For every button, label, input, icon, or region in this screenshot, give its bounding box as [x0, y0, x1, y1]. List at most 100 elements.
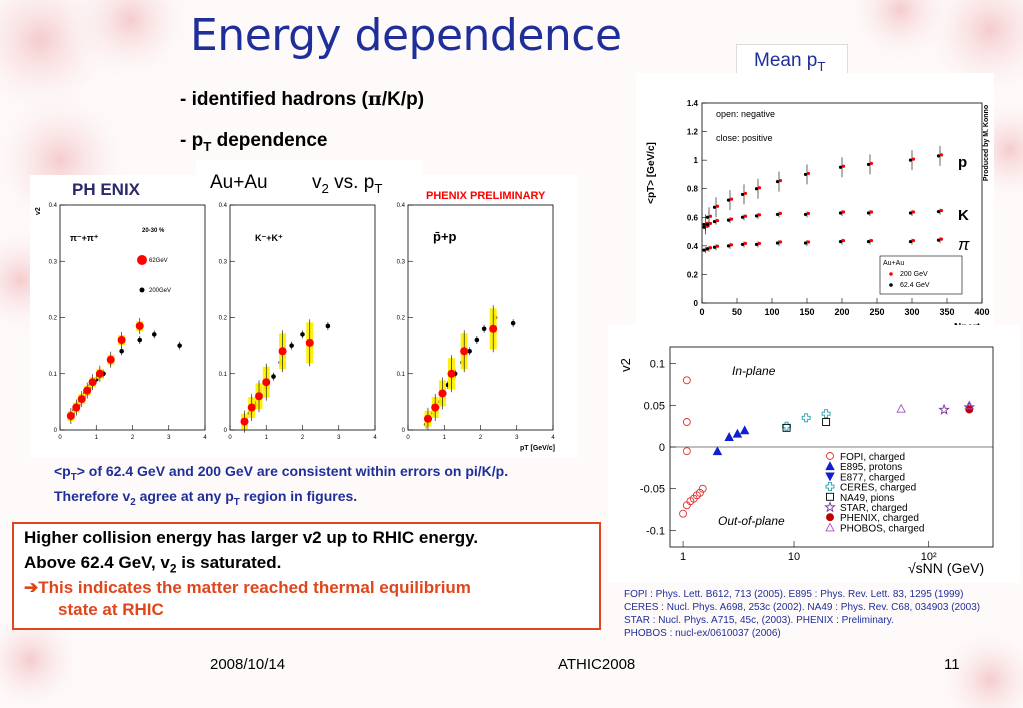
y-tick-label: 0.1 — [49, 372, 58, 378]
legend-200gev: 200GeV — [149, 288, 171, 294]
data-point-62gev — [775, 179, 780, 184]
data-point-200gev — [806, 211, 811, 216]
data-point-200gev — [757, 186, 762, 190]
figure-note: <pT> of 62.4 GeV and 200 GeV are consist… — [54, 463, 509, 508]
y-tick-label: 0 — [224, 428, 228, 434]
data-point-200gev — [869, 238, 874, 243]
panel-frame — [407, 204, 554, 431]
data-point-62gev — [838, 165, 843, 169]
data-point-200gev — [911, 157, 916, 161]
x-tick-label: 2 — [479, 435, 483, 441]
data-point-200gev — [778, 240, 783, 244]
x-tick-label: 3 — [337, 435, 341, 441]
x-tick-label: 400 — [974, 307, 989, 317]
data-point-200gev — [119, 348, 124, 354]
data-point — [822, 418, 831, 426]
x-tick-label: 50 — [732, 307, 742, 317]
data-point-62gev — [803, 241, 808, 245]
x-axis-label: √sNN (GeV) — [908, 560, 984, 576]
data-point-200gev — [325, 323, 331, 329]
particle-label: K⁻+K⁺ — [255, 233, 283, 243]
data-point-200gev — [510, 320, 516, 326]
legend-entry: FOPI, charged — [840, 452, 905, 463]
data-point — [739, 425, 750, 435]
x-tick-label: 4 — [551, 435, 555, 441]
data-point-200gev — [715, 244, 720, 248]
data-point-200gev — [708, 246, 713, 250]
data-point — [964, 400, 975, 410]
data-point-62gev — [423, 414, 432, 423]
label-kaon: K — [958, 207, 969, 224]
legend-entry: E877, charged — [840, 472, 905, 483]
reference-line: STAR : Nucl. Phys. A715, 45c, (2003). PH… — [624, 615, 894, 626]
legend-62gev: 62GeV — [149, 258, 168, 264]
data-point-200gev — [729, 243, 734, 247]
particle-label: π⁻+π⁺ — [70, 233, 99, 243]
data-point-62gev — [106, 355, 115, 364]
data-point-62gev — [705, 222, 710, 227]
data-point-62gev — [740, 192, 745, 197]
data-point-62gev — [838, 211, 843, 215]
data-point-200gev — [778, 178, 783, 183]
data-point-62gev — [775, 212, 780, 217]
data-point — [698, 484, 707, 493]
y-tick-label: 0.2 — [687, 270, 699, 279]
data-point-62gev — [305, 338, 314, 347]
data-point-62gev — [712, 219, 717, 224]
x-tick-label: 3 — [167, 435, 171, 441]
references: FOPI : Phys. Lett. B612, 713 (2005). E89… — [624, 588, 980, 640]
data-point-200gev — [743, 191, 748, 196]
x-tick-label: 2 — [301, 435, 305, 441]
data-point — [821, 409, 831, 419]
data-point-200gev — [715, 204, 720, 208]
x-tick-label: 1 — [443, 435, 447, 441]
data-point-200gev — [271, 374, 276, 379]
legend-marker — [825, 472, 835, 482]
data-point — [965, 405, 974, 414]
x-tick-label: 1 — [680, 551, 686, 563]
data-point-62gev — [72, 403, 81, 412]
data-point-200gev — [841, 210, 846, 214]
legend-entry: NA49, pions — [840, 493, 894, 504]
y-tick-label: 0 — [54, 428, 58, 434]
data-point-200gev — [869, 210, 874, 214]
footer-date: 2008/10/14 — [210, 656, 286, 673]
data-point-62gev — [88, 378, 97, 387]
y-tick-label: 0.2 — [49, 316, 58, 322]
data-point-200gev — [911, 210, 916, 214]
data-point-62gev — [95, 369, 104, 378]
x-tick-label: 250 — [869, 307, 884, 317]
data-point — [724, 432, 734, 441]
y-tick-label: 0.6 — [687, 213, 699, 222]
data-point — [679, 509, 688, 518]
y-tick-label: 1.4 — [687, 99, 699, 108]
annotation-out-of-plane: Out-of-plane — [718, 514, 785, 528]
data-point-62gev — [775, 241, 780, 245]
x-tick-label: 300 — [904, 307, 919, 317]
data-point — [682, 418, 691, 426]
annotation-close: close: positive — [716, 133, 773, 143]
y-tick-label: 0 — [402, 428, 406, 434]
legend-62gev: 62.4 GeV — [900, 282, 930, 289]
data-point-62gev — [489, 324, 498, 333]
data-point-62gev — [754, 187, 759, 191]
meanpt-label: Mean pT — [754, 50, 826, 74]
data-point-62gev — [705, 215, 710, 219]
data-point-62gev — [247, 403, 256, 412]
label-box — [196, 160, 422, 200]
data-point-62gev — [702, 222, 706, 227]
legend-box — [879, 255, 963, 295]
v2-figure-box — [30, 175, 578, 457]
phenix-logo: PH ENIX — [72, 180, 141, 199]
legend-marker — [826, 492, 834, 501]
label-proton: p — [958, 154, 967, 171]
footer-page-number: 11 — [944, 656, 960, 673]
x-tick-label: 0 — [699, 307, 704, 317]
data-point-62gev — [936, 154, 941, 158]
conclusion-box — [12, 522, 601, 630]
data-point — [682, 447, 691, 456]
bullet-pt-dependence: - pT dependence — [180, 130, 328, 154]
data-point-62gev — [726, 244, 731, 248]
footer-conference: ATHIC2008 — [558, 656, 636, 673]
data-point-200gev — [757, 241, 762, 246]
